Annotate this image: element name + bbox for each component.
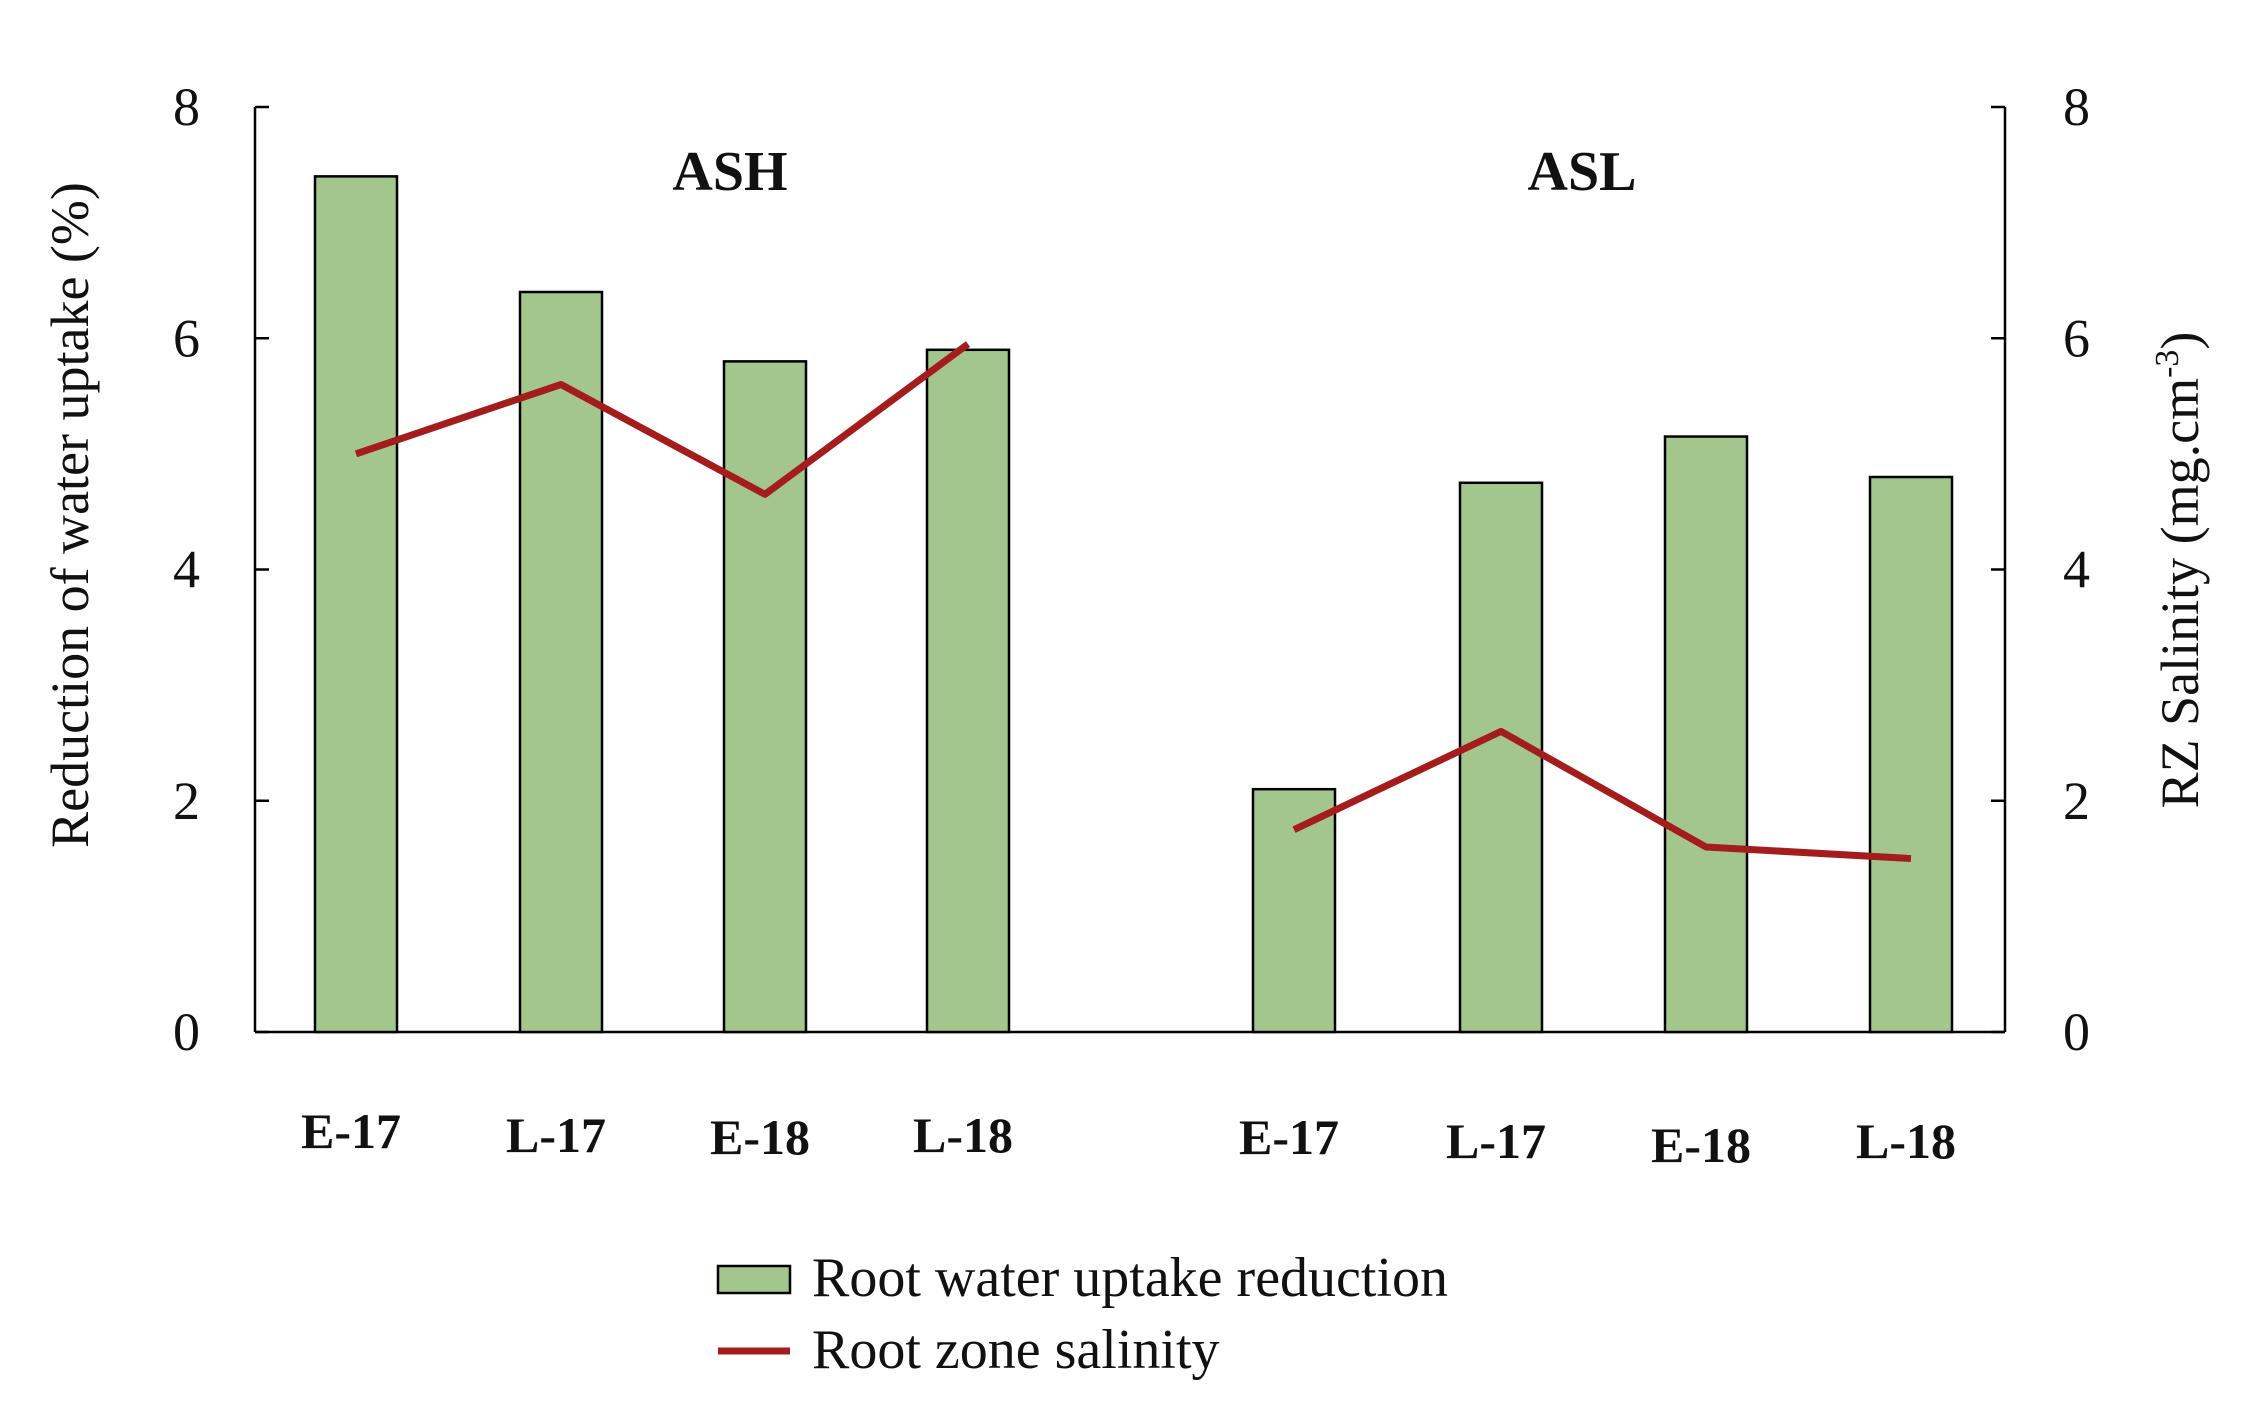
left-axis-ticks: 0 2 4 6 8 [173,77,269,1062]
right-axis-title: RZ Salinity (mg.cm-3) [2149,332,2210,809]
group-label-asl: ASL [1528,141,1637,203]
bar-asl-l-18 [1868,475,1954,1034]
bars [313,175,1954,1034]
left-axis: 0 2 4 6 8 Reduction of water uptake (%) [40,77,269,1062]
category-label-ash-e-17: E-17 [301,1103,401,1159]
bar-ash-e-18 [722,360,808,1034]
left-tick-label: 6 [173,308,200,368]
category-label-ash-l-17: L-17 [506,1107,606,1163]
bar-ash-l-18 [925,348,1011,1034]
group-labels: ASH ASL [672,141,1636,203]
left-axis-title: Reduction of water uptake (%) [40,182,100,848]
bar-ash-e-17 [313,175,399,1034]
bar-asl-e-18 [1663,435,1749,1034]
salinity-line-ash [354,341,971,498]
bar-asl-e-17 [1251,787,1337,1034]
right-axis: 0 2 4 6 8 RZ Salinity (mg.cm-3) [1991,77,2210,1062]
category-label-asl-e-18: E-18 [1651,1117,1751,1173]
category-label-ash-e-18: E-18 [710,1109,810,1165]
legend-line-label: Root zone salinity [812,1319,1220,1381]
category-label-asl-l-18: L-18 [1856,1113,1956,1169]
group-label-ash: ASH [672,141,787,203]
category-label-asl-e-17: E-17 [1239,1109,1339,1165]
category-label-asl-l-17: L-17 [1446,1113,1546,1169]
salinity-line-asl [1292,727,1912,863]
legend: Root water uptake reduction Root zone sa… [716,1247,1448,1381]
right-axis-title-main: RZ Salinity (mg.cm [2150,378,2210,808]
right-tick-label: 2 [2063,771,2090,831]
bar-ash-l-17 [518,290,604,1034]
right-tick-label: 4 [2063,540,2090,600]
right-tick-label: 8 [2063,77,2090,137]
legend-bar-label: Root water uptake reduction [812,1247,1448,1309]
left-tick-label: 8 [173,77,200,137]
category-label-ash-l-18: L-18 [913,1107,1013,1163]
category-labels: E-17 L-17 E-18 L-18 E-17 L-17 E-18 L-18 [301,1103,1956,1173]
right-tick-label: 6 [2063,308,2090,368]
right-tick-label: 0 [2063,1002,2090,1062]
right-axis-title-sup: -3 [2149,350,2186,378]
left-tick-label: 2 [173,771,200,831]
left-tick-label: 0 [173,1002,200,1062]
bar-asl-l-17 [1458,481,1544,1034]
right-axis-title-close: ) [2150,332,2210,350]
left-tick-label: 4 [173,540,200,600]
legend-bar-swatch [716,1264,792,1295]
salinity-lines [354,341,1912,863]
